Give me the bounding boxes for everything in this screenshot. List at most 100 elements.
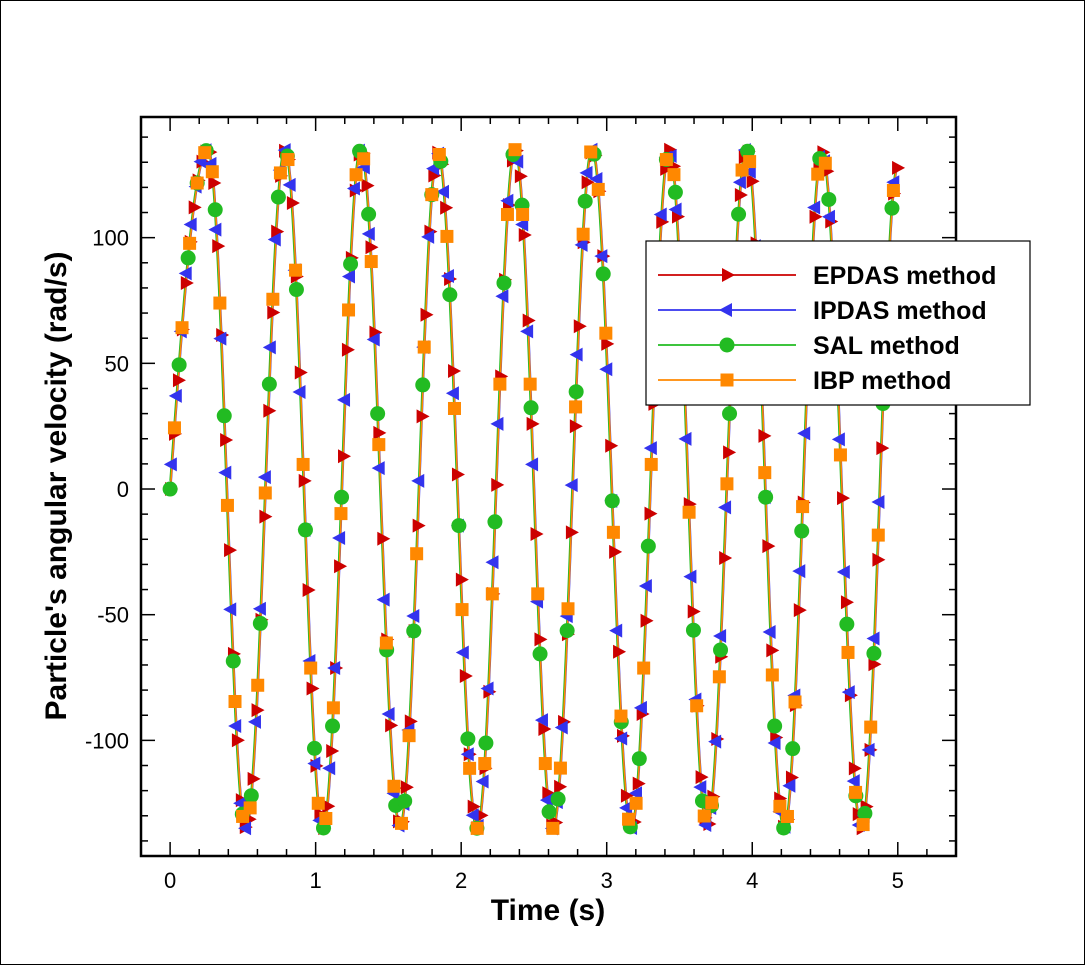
point-ibp-method [198, 146, 212, 160]
point-sal-method [532, 646, 548, 662]
point-ibp-method [629, 796, 643, 810]
point-sal-method [478, 735, 494, 751]
point-epdas-method [263, 403, 277, 418]
x-tick-label: 3 [601, 868, 613, 893]
point-ibp-method [289, 263, 303, 277]
point-epdas-method [581, 175, 595, 190]
legend-entry-sal-method: SAL method [658, 332, 960, 360]
point-sal-method [857, 805, 873, 821]
point-sal-method [496, 275, 512, 291]
point-ibp-method [243, 801, 257, 815]
point-epdas-method [467, 799, 481, 814]
point-epdas-method [247, 771, 261, 786]
point-ipdas-method [871, 494, 885, 509]
point-epdas-method [785, 770, 799, 785]
point-ipdas-method [831, 432, 845, 447]
point-epdas-method [746, 174, 760, 189]
point-ipdas-method [178, 266, 192, 281]
point-ibp-method [811, 167, 825, 181]
point-ipdas-method [609, 623, 623, 638]
point-sal-method [758, 489, 774, 505]
point-ibp-method [796, 500, 810, 514]
point-ipdas-method [252, 601, 266, 616]
point-ibp-method [417, 340, 431, 354]
point-epdas-method [341, 342, 355, 357]
point-ipdas-method [836, 565, 850, 580]
point-ibp-method [463, 761, 477, 775]
point-ibp-method [886, 183, 900, 197]
legend-entry-epdas-method: EPDAS method [658, 262, 996, 290]
point-sal-method [595, 266, 611, 282]
point-sal-method [297, 522, 313, 538]
point-epdas-method [208, 176, 222, 191]
point-ipdas-method [599, 362, 613, 377]
point-ibp-method [508, 143, 522, 157]
point-sal-method [487, 514, 503, 530]
point-sal-method [631, 751, 647, 767]
legend-box [645, 240, 1031, 406]
point-epdas-method [338, 449, 352, 464]
point-sal-method [216, 408, 232, 424]
y-tick-label: -50 [97, 603, 129, 628]
point-ipdas-method [564, 478, 578, 493]
point-ipdas-method [732, 175, 746, 190]
legend-label: EPDAS method [813, 262, 996, 290]
point-ibp-method [637, 661, 651, 675]
point-ibp-method [175, 321, 189, 335]
legend: EPDAS method IPDAS method SAL method IBP me… [645, 240, 1031, 406]
legend-label: SAL method [813, 332, 960, 360]
point-ibp-method [833, 448, 847, 462]
point-ipdas-method [445, 386, 459, 401]
point-ibp-method [395, 816, 409, 830]
point-sal-method [713, 642, 729, 658]
point-ibp-method [387, 779, 401, 793]
point-ibp-method [213, 296, 227, 310]
point-ipdas-method [480, 681, 494, 696]
point-ibp-method [720, 477, 734, 491]
point-ipdas-method [440, 268, 454, 283]
point-ibp-method [667, 168, 681, 182]
point-ibp-method [712, 670, 726, 684]
point-epdas-method [620, 788, 634, 803]
x-tick-label: 0 [164, 868, 176, 893]
point-sal-method [776, 820, 792, 836]
point-ipdas-method [539, 793, 553, 808]
point-sal-method [397, 793, 413, 809]
point-ibp-method [372, 438, 386, 452]
point-sal-method [442, 287, 458, 303]
point-sal-method [523, 400, 539, 416]
point-epdas-method [298, 473, 312, 488]
point-epdas-method [872, 552, 886, 567]
point-ibp-method [561, 602, 575, 616]
point-epdas-method [837, 491, 851, 506]
legend-marker [720, 373, 734, 387]
point-sal-method [568, 384, 584, 400]
point-epdas-method [224, 543, 238, 558]
point-ibp-method [773, 799, 787, 813]
point-ibp-method [183, 236, 197, 250]
point-epdas-method [428, 168, 442, 183]
point-sal-method [577, 193, 593, 209]
point-epdas-method [530, 526, 544, 541]
point-epdas-method [573, 319, 587, 334]
point-ipdas-method [807, 200, 821, 215]
x-tick-label: 1 [310, 868, 322, 893]
legend-marker [722, 268, 735, 282]
point-ipdas-method [485, 555, 499, 570]
point-ibp-method [856, 818, 870, 832]
point-epdas-method [326, 743, 340, 758]
point-ibp-method [705, 796, 719, 810]
point-epdas-method [766, 643, 780, 658]
point-epdas-method [719, 551, 733, 566]
point-ipdas-method [742, 164, 756, 179]
legend-marker [719, 337, 735, 353]
point-epdas-method [365, 240, 379, 255]
point-epdas-method [440, 200, 454, 215]
point-epdas-method [605, 438, 619, 453]
y-axis-title: Particle's angular velocity (rad/s) [40, 252, 73, 721]
point-sal-method [667, 184, 683, 200]
point-ibp-method [470, 821, 484, 835]
point-epdas-method [369, 325, 383, 340]
point-epdas-method [294, 365, 308, 380]
